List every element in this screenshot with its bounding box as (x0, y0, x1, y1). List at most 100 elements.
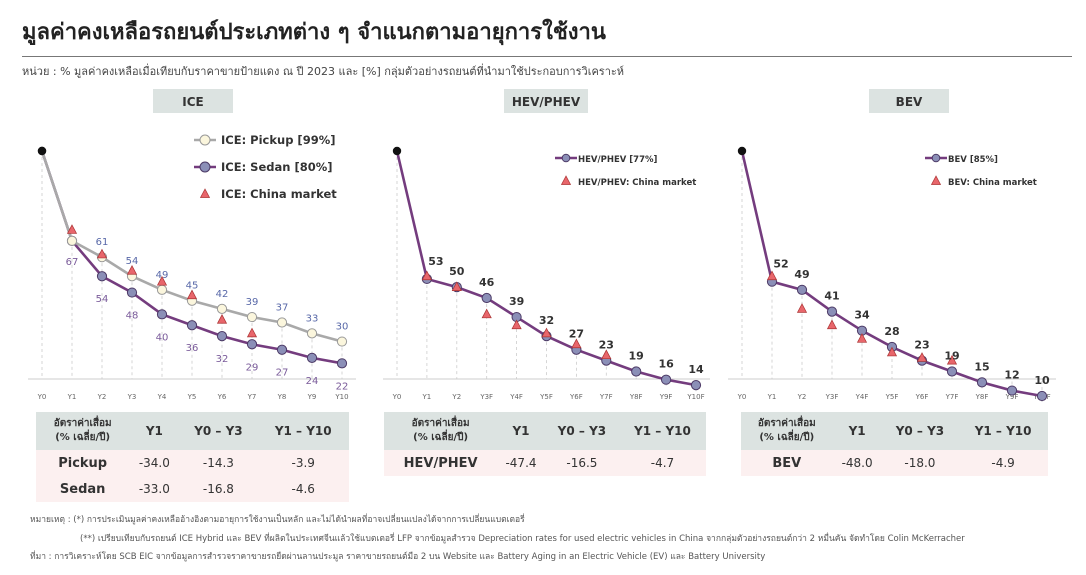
x-tick-label: Y9F (1005, 393, 1019, 401)
data-label: 36 (186, 343, 199, 354)
x-tick-label: Y6F (569, 393, 583, 401)
china-marker (216, 314, 228, 324)
data-point (276, 344, 288, 355)
data-point (306, 352, 318, 363)
x-tick-label: Y3 (127, 393, 137, 401)
x-tick-label: Y1 (767, 393, 777, 401)
table-header-label: อัตราค่าเสื่อม (% เฉลี่ย/ปี) (36, 412, 130, 450)
data-label: 33 (306, 313, 319, 324)
panel-header-bg (869, 89, 949, 113)
table-column-header: Y1 (832, 412, 882, 450)
x-tick-label: Y6 (217, 393, 227, 401)
panel-header-bg (153, 89, 233, 113)
charts-area: ICE Y0 Y1 Y2 Y3 Y4 Y5 Y6 Y7 Y8 Y9 Y10 61 54 49 45 42 39 37… (28, 89, 1056, 402)
footnote-1: หมายเหตุ : (*) การประเมินมูลค่าคงเหลืออ้… (30, 515, 525, 525)
data-point (1036, 390, 1048, 402)
data-label: 46 (479, 276, 495, 289)
data-label: 49 (156, 270, 169, 281)
china-marker (796, 303, 808, 313)
data-point (336, 358, 348, 369)
data-point (826, 306, 838, 317)
data-label: 49 (794, 268, 809, 281)
x-tick-label: Y4 (157, 393, 167, 401)
row-label: Sedan (36, 476, 130, 502)
table-header-label: อัตราค่าเสื่อม (% เฉลี่ย/ปี) (384, 412, 498, 450)
china-marker (451, 281, 462, 291)
data-point (156, 284, 168, 295)
data-label: 29 (246, 362, 259, 373)
x-tick-label: Y0 (737, 393, 747, 401)
china-marker (66, 224, 78, 234)
data-label: 42 (216, 289, 229, 300)
data-label: 41 (824, 290, 839, 303)
data-label: 39 (246, 297, 259, 308)
data-label: 37 (276, 303, 289, 314)
table-column-header: Y0 – Y3 (881, 412, 959, 450)
legend-point (199, 161, 211, 173)
legend-point (931, 153, 941, 163)
x-tick-label: Y6F (915, 393, 929, 401)
data-point (246, 339, 258, 350)
row-label: Pickup (36, 450, 130, 476)
data-label: 32 (216, 354, 229, 365)
x-tick-label: Y10 (334, 393, 348, 401)
table-column-header: Y1 (497, 412, 545, 450)
x-tick-label: Y8F (975, 393, 989, 401)
data-point (661, 374, 672, 385)
table-cell: -47.4 (497, 450, 545, 476)
table-cell: -34.0 (129, 450, 180, 476)
data-label: 19 (629, 350, 644, 363)
data-point (946, 366, 958, 377)
legend-label: ICE: China market (221, 187, 337, 201)
data-label: 23 (914, 339, 929, 352)
china-marker (541, 327, 552, 338)
legend-label: ICE: Sedan [80%] (221, 160, 332, 174)
china-marker (126, 265, 138, 275)
table-cell: -4.9 (958, 450, 1048, 476)
bev-depreciation-table: อัตราค่าเสื่อม (% เฉลี่ย/ปี) Y1 Y0 – Y3 Y1 –… (741, 412, 1048, 476)
table-column-header: Y1 – Y10 (958, 412, 1048, 450)
data-point (246, 311, 258, 323)
title-divider (22, 56, 1072, 57)
x-tick-label: Y10F (686, 393, 704, 401)
x-tick-label: Y9F (659, 393, 673, 401)
x-tick-label: Y2 (797, 393, 807, 401)
data-point (690, 380, 702, 391)
x-tick-label: Y7F (599, 393, 613, 401)
data-label: 34 (854, 309, 870, 322)
data-label: 54 (126, 256, 139, 267)
data-label: 28 (884, 325, 899, 338)
page-title: มูลค่าคงเหลือรถยนต์ประเภทต่าง ๆ จำแนกตาม… (22, 20, 606, 45)
china-marker (916, 352, 928, 362)
china-marker (826, 319, 838, 330)
china-marker (856, 333, 868, 343)
data-label: 32 (539, 314, 554, 327)
x-tick-label: Y7 (247, 393, 257, 401)
x-tick-label: Y0 (392, 393, 402, 401)
data-label: 23 (599, 339, 614, 352)
table-header-label: อัตราค่าเสื่อม (% เฉลี่ย/ปี) (741, 412, 833, 450)
legend-label: HEV/PHEV: China market (578, 178, 696, 188)
x-tick-label: Y2 (451, 393, 461, 401)
data-label: 52 (773, 258, 788, 271)
panel-title: ICE (182, 95, 203, 109)
data-point (96, 271, 108, 282)
data-point (156, 309, 168, 320)
x-tick-label: Y7F (945, 393, 959, 401)
data-label: 54 (96, 294, 109, 305)
table-cell: -18.0 (881, 450, 959, 476)
china-marker (186, 289, 198, 300)
data-point (276, 317, 288, 328)
table-column-header: Y0 – Y3 (544, 412, 619, 450)
panel-title: BEV (896, 95, 923, 109)
table-row: HEV/PHEV -47.4 -16.5 -4.7 (384, 450, 706, 476)
data-label: 50 (449, 265, 465, 278)
x-tick-label: Y4F (509, 393, 523, 401)
data-label: 10 (1034, 374, 1050, 387)
source-note: ที่มา : การวิเคราะห์โดย SCB EIC จากข้อมู… (30, 552, 766, 562)
data-label: 27 (276, 368, 289, 379)
data-point (216, 331, 228, 342)
x-tick-label: Y5F (885, 393, 899, 401)
start-point (37, 146, 47, 156)
data-point (186, 320, 198, 331)
